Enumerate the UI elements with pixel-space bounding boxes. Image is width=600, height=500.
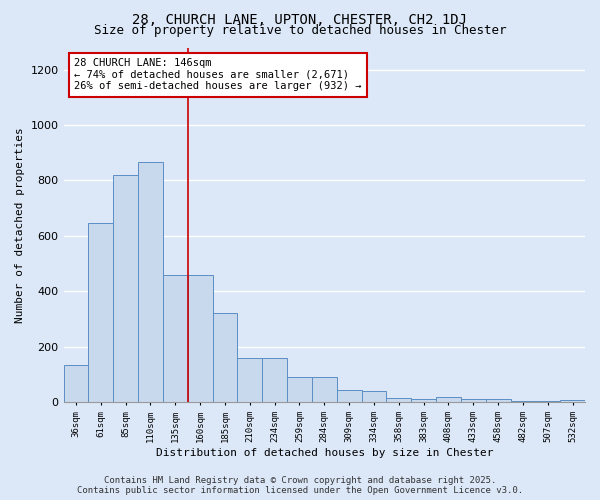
X-axis label: Distribution of detached houses by size in Chester: Distribution of detached houses by size … xyxy=(155,448,493,458)
Bar xyxy=(436,396,461,402)
Bar xyxy=(113,175,138,402)
Bar xyxy=(287,377,312,402)
Y-axis label: Number of detached properties: Number of detached properties xyxy=(15,127,25,322)
Bar xyxy=(88,224,113,402)
Bar xyxy=(461,398,485,402)
Bar xyxy=(188,274,212,402)
Bar xyxy=(238,358,262,402)
Bar xyxy=(163,274,188,402)
Bar xyxy=(386,398,411,402)
Text: 28, CHURCH LANE, UPTON, CHESTER, CH2 1DJ: 28, CHURCH LANE, UPTON, CHESTER, CH2 1DJ xyxy=(133,12,467,26)
Bar xyxy=(64,364,88,402)
Bar xyxy=(535,401,560,402)
Bar xyxy=(511,400,535,402)
Bar xyxy=(362,391,386,402)
Bar xyxy=(485,400,511,402)
Text: 28 CHURCH LANE: 146sqm
← 74% of detached houses are smaller (2,671)
26% of semi-: 28 CHURCH LANE: 146sqm ← 74% of detached… xyxy=(74,58,361,92)
Bar xyxy=(138,162,163,402)
Bar xyxy=(212,314,238,402)
Bar xyxy=(312,377,337,402)
Bar xyxy=(560,400,585,402)
Text: Contains HM Land Registry data © Crown copyright and database right 2025.
Contai: Contains HM Land Registry data © Crown c… xyxy=(77,476,523,495)
Bar xyxy=(337,390,362,402)
Bar xyxy=(262,358,287,402)
Bar xyxy=(411,398,436,402)
Text: Size of property relative to detached houses in Chester: Size of property relative to detached ho… xyxy=(94,24,506,37)
